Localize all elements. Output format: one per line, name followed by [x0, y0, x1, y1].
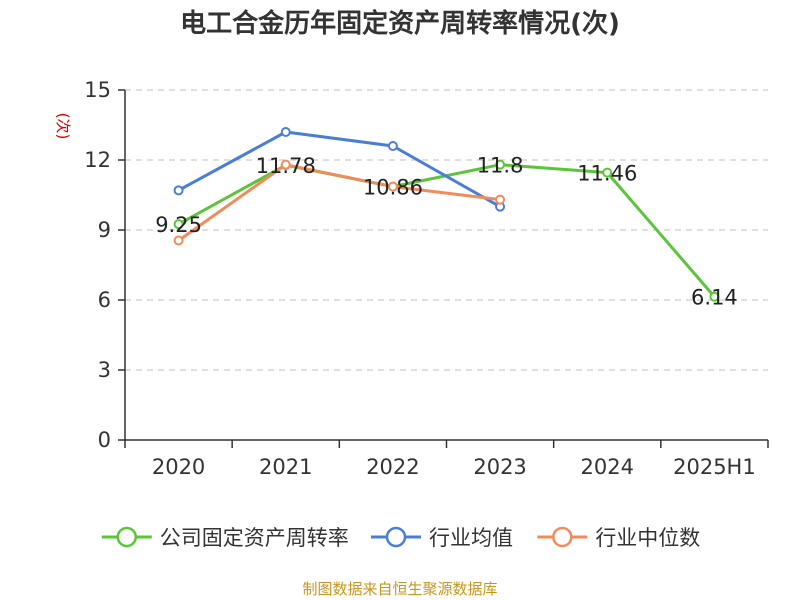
data-labels: 9.25 11.78 10.86 11.8 11.46 6.14 — [155, 154, 738, 310]
legend-item-0[interactable]: 公司固定资产周转率 — [101, 526, 349, 550]
chart-title: 电工合金历年固定资产周转率情况(次) — [180, 8, 620, 39]
data-label: 6.14 — [691, 286, 738, 310]
data-label: 11.8 — [477, 154, 524, 178]
grid-lines — [125, 89, 768, 371]
legend-label: 行业均值 — [429, 526, 513, 550]
data-label: 11.78 — [256, 154, 316, 178]
x-tick-label: 2023 — [473, 455, 526, 479]
legend-item-2[interactable]: 行业中位数 — [537, 526, 700, 550]
legend-marker — [552, 526, 573, 548]
legend-item-1[interactable]: 行业均值 — [371, 526, 513, 550]
x-tick-label: 2022 — [366, 455, 419, 479]
data-label: 11.46 — [577, 162, 637, 186]
y-tick-label: 6 — [98, 288, 111, 312]
series-line — [177, 130, 502, 209]
source-note: 制图数据来自恒生聚源数据库 — [302, 580, 497, 598]
x-tick-label: 2021 — [259, 455, 312, 479]
x-tick-label: 2024 — [581, 455, 634, 479]
axes: 0 3 6 9 12 15 2020 2021 2022 2023 2024 2025H1 — [84, 78, 769, 479]
legend[interactable]: 公司固定资产周转率 行业均值 行业中位数 — [101, 526, 701, 550]
x-tick-label: 2020 — [152, 455, 205, 479]
legend-marker — [116, 526, 138, 548]
data-point[interactable] — [709, 291, 720, 302]
y-tick-label: 12 — [84, 148, 111, 172]
series-line — [177, 163, 502, 242]
legend-marker — [385, 526, 407, 548]
data-point[interactable] — [495, 159, 506, 170]
data-label: 9.25 — [155, 213, 202, 237]
data-point[interactable] — [387, 181, 398, 192]
data-point[interactable] — [387, 141, 398, 151]
legend-label: 行业中位数 — [595, 526, 700, 550]
data-point[interactable] — [173, 185, 184, 196]
legend-label: 公司固定资产周转率 — [160, 526, 349, 550]
y-tick-label: 15 — [84, 78, 111, 102]
y-tick-label: 9 — [98, 218, 111, 242]
series-1 — [173, 127, 506, 212]
y-axis-label: (次) — [54, 113, 72, 140]
data-point[interactable] — [173, 219, 184, 230]
data-point[interactable] — [280, 127, 291, 137]
data-point[interactable] — [280, 159, 291, 170]
data-point[interactable] — [602, 167, 613, 178]
y-tick-label: 3 — [98, 358, 111, 382]
series-2 — [173, 159, 506, 246]
y-tick-label: 0 — [98, 428, 111, 452]
x-tick-label: 2025H1 — [673, 455, 756, 479]
data-point[interactable] — [495, 194, 506, 205]
series-lines — [173, 127, 720, 302]
data-label: 10.86 — [363, 176, 423, 200]
data-point[interactable] — [173, 235, 184, 246]
